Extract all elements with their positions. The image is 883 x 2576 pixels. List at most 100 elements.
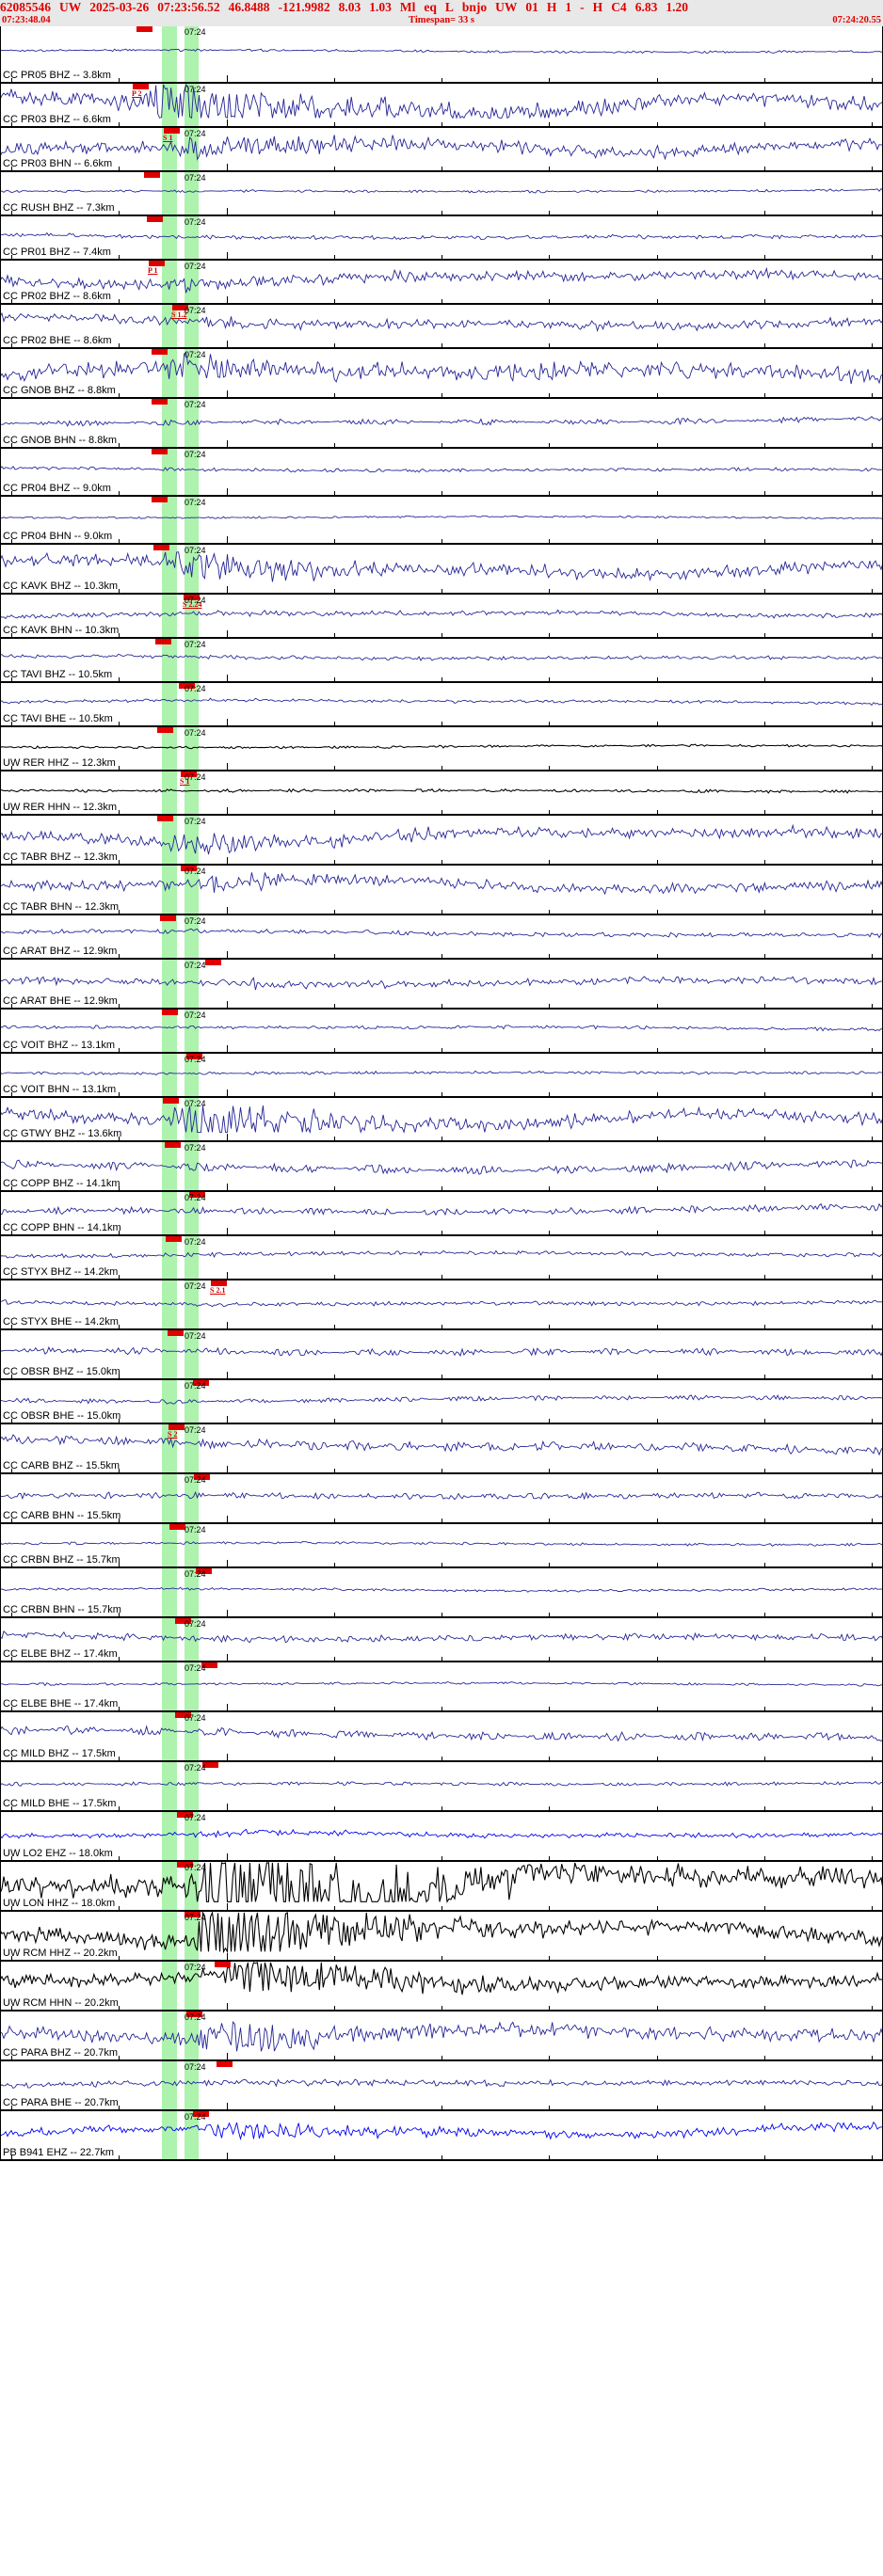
phase-pick-marker[interactable]	[168, 1330, 184, 1336]
phase-pick-label: S 2	[168, 1430, 178, 1439]
trace-row[interactable]: 07:24 CC RUSH BHZ -- 7.3km	[0, 172, 883, 216]
phase-pick-marker[interactable]	[205, 960, 221, 965]
time-axis-label: 07:24	[185, 498, 206, 507]
trace-row[interactable]: 07:24 CC TABR BHZ -- 12.3km	[0, 816, 883, 866]
phase-pick-marker[interactable]	[152, 349, 168, 355]
trace-row[interactable]: P 2 07:24 CC PR03 BHZ -- 6.6km	[0, 84, 883, 128]
trace-row[interactable]: 07:24 CC PR04 BHN -- 9.0km	[0, 497, 883, 545]
trace-row[interactable]: S 1 07:24 UW RER HHN -- 12.3km	[0, 771, 883, 816]
trace-row[interactable]: S 1.2 07:24 CC PR02 BHE -- 8.6km	[0, 305, 883, 349]
trace-row[interactable]: S 2.24 07:24 CC KAVK BHN -- 10.3km	[0, 595, 883, 639]
phase-pick-marker[interactable]	[172, 305, 188, 310]
trace-row[interactable]: S 2.1 07:24 CC STYX BHE -- 14.2km	[0, 1280, 883, 1330]
trace-row[interactable]: 07:24 CC CRBN BHN -- 15.7km	[0, 1568, 883, 1618]
phase-pick-marker[interactable]	[202, 1762, 218, 1768]
phase-pick-marker[interactable]	[193, 2111, 209, 2117]
phase-pick-marker[interactable]	[162, 1010, 178, 1015]
trace-row[interactable]: 07:24 CC MILD BHZ -- 17.5km	[0, 1712, 883, 1762]
trace-row[interactable]: 07:24 CC MILD BHE -- 17.5km	[0, 1762, 883, 1812]
time-axis-label: 07:24	[185, 867, 206, 876]
trace-row[interactable]: 07:24 CC OBSR BHZ -- 15.0km	[0, 1330, 883, 1380]
phase-pick-marker[interactable]	[149, 261, 165, 266]
trace-row[interactable]: 07:24 PB B941 EHZ -- 22.7km	[0, 2111, 883, 2161]
trace-row[interactable]: P 1 07:24 CC PR02 BHZ -- 8.6km	[0, 261, 883, 305]
phase-pick-marker[interactable]	[163, 1098, 179, 1104]
trace-row[interactable]: 07:24 CC VOIT BHN -- 13.1km	[0, 1054, 883, 1098]
phase-pick-marker[interactable]	[144, 172, 160, 178]
phase-pick-marker[interactable]	[152, 399, 168, 405]
phase-pick-marker[interactable]	[185, 1912, 201, 1917]
trace-row[interactable]: 07:24 CC PR05 BHZ -- 3.8km	[0, 26, 883, 84]
phase-pick-marker[interactable]	[177, 1812, 193, 1818]
trace-row[interactable]: 07:24 CC GTWY BHZ -- 13.6km	[0, 1098, 883, 1142]
phase-pick-marker[interactable]	[186, 1054, 202, 1059]
phase-pick-marker[interactable]	[217, 2061, 233, 2067]
phase-pick-marker[interactable]	[133, 84, 149, 89]
trace-row[interactable]: 07:24 UW LON HHZ -- 18.0km	[0, 1862, 883, 1912]
trace-row[interactable]: 07:24 CC ARAT BHE -- 12.9km	[0, 960, 883, 1010]
trace-row[interactable]: 07:24 CC KAVK BHZ -- 10.3km	[0, 545, 883, 595]
trace-row[interactable]: 07:24 UW RCM HHN -- 20.2km	[0, 1962, 883, 2012]
phase-pick-marker[interactable]	[186, 2012, 202, 2017]
trace-row[interactable]: 07:24 CC OBSR BHE -- 15.0km	[0, 1380, 883, 1424]
trace-row[interactable]: 07:24 CC CARB BHN -- 15.5km	[0, 1474, 883, 1524]
phase-pick-marker[interactable]	[165, 1142, 181, 1148]
axis-tick	[227, 440, 228, 447]
phase-pick-marker[interactable]	[175, 1712, 191, 1718]
trace-row[interactable]: S 1 07:24 CC PR03 BHN -- 6.6km	[0, 128, 883, 172]
trace-row[interactable]: 07:24 CC TAVI BHE -- 10.5km	[0, 683, 883, 727]
trace-row[interactable]: 07:24 UW LO2 EHZ -- 18.0km	[0, 1812, 883, 1862]
trace-row[interactable]: 07:24 CC ELBE BHE -- 17.4km	[0, 1662, 883, 1712]
trace-row[interactable]: 07:24 UW RCM HHZ -- 20.2km	[0, 1912, 883, 1962]
trace-row[interactable]: 07:24 CC ELBE BHZ -- 17.4km	[0, 1618, 883, 1662]
trace-row[interactable]: 07:24 CC PR01 BHZ -- 7.4km	[0, 216, 883, 261]
waveform-trace	[0, 216, 883, 259]
trace-row[interactable]: 07:24 CC ARAT BHZ -- 12.9km	[0, 915, 883, 960]
phase-pick-marker[interactable]	[169, 1424, 185, 1430]
trace-row[interactable]: 07:24 CC VOIT BHZ -- 13.1km	[0, 1010, 883, 1054]
phase-pick-marker[interactable]	[201, 1662, 217, 1668]
phase-pick-marker[interactable]	[194, 1474, 210, 1480]
axis-tick	[119, 1325, 120, 1328]
trace-row[interactable]: 07:24 CC PARA BHE -- 20.7km	[0, 2061, 883, 2111]
phase-pick-marker[interactable]	[215, 1962, 231, 1967]
trace-row[interactable]: 07:24 CC COPP BHZ -- 14.1km	[0, 1142, 883, 1192]
phase-pick-marker[interactable]	[169, 1524, 185, 1530]
phase-pick-marker[interactable]	[166, 1236, 182, 1242]
phase-pick-marker[interactable]	[179, 683, 195, 689]
phase-pick-marker[interactable]	[175, 1618, 191, 1624]
phase-pick-marker[interactable]	[136, 26, 153, 32]
phase-pick-marker[interactable]	[164, 128, 180, 134]
phase-pick-marker[interactable]	[189, 1192, 205, 1198]
phase-pick-marker[interactable]	[153, 545, 169, 550]
phase-pick-marker[interactable]	[181, 771, 197, 777]
phase-pick-marker[interactable]	[211, 1280, 227, 1286]
phase-pick-marker[interactable]	[193, 1380, 209, 1386]
event-flag-num: 1	[565, 0, 572, 14]
phase-pick-marker[interactable]	[177, 1862, 193, 1868]
trace-row[interactable]: 07:24 CC GNOB BHN -- 8.8km	[0, 399, 883, 449]
phase-pick-marker[interactable]	[147, 216, 163, 222]
phase-pick-marker[interactable]	[181, 866, 197, 871]
phase-pick-marker[interactable]	[152, 449, 168, 454]
phase-pick-marker[interactable]	[157, 727, 173, 733]
phase-pick-marker[interactable]	[152, 497, 168, 502]
trace-row[interactable]: 07:24 CC PARA BHZ -- 20.7km	[0, 2012, 883, 2061]
trace-row[interactable]: 07:24 CC PR04 BHZ -- 9.0km	[0, 449, 883, 497]
trace-row[interactable]: 07:24 UW RER HHZ -- 12.3km	[0, 727, 883, 771]
phase-highlight-band	[162, 1962, 177, 2010]
trace-row[interactable]: 07:24 CC CRBN BHZ -- 15.7km	[0, 1524, 883, 1568]
phase-pick-marker[interactable]	[157, 816, 173, 821]
trace-row[interactable]: 07:24 CC COPP BHN -- 14.1km	[0, 1192, 883, 1236]
trace-row[interactable]: 07:24 CC TABR BHN -- 12.3km	[0, 866, 883, 915]
trace-row[interactable]: 07:24 CC GNOB BHZ -- 8.8km	[0, 349, 883, 399]
axis-tick	[764, 2056, 765, 2059]
axis-tick	[227, 119, 228, 126]
trace-row[interactable]: S 2 07:24 CC CARB BHZ -- 15.5km	[0, 1424, 883, 1474]
trace-row[interactable]: 07:24 CC STYX BHZ -- 14.2km	[0, 1236, 883, 1280]
phase-pick-marker[interactable]	[184, 595, 200, 600]
phase-pick-marker[interactable]	[160, 915, 176, 921]
phase-pick-marker[interactable]	[155, 639, 171, 644]
phase-pick-marker[interactable]	[196, 1568, 212, 1574]
trace-row[interactable]: 07:24 CC TAVI BHZ -- 10.5km	[0, 639, 883, 683]
